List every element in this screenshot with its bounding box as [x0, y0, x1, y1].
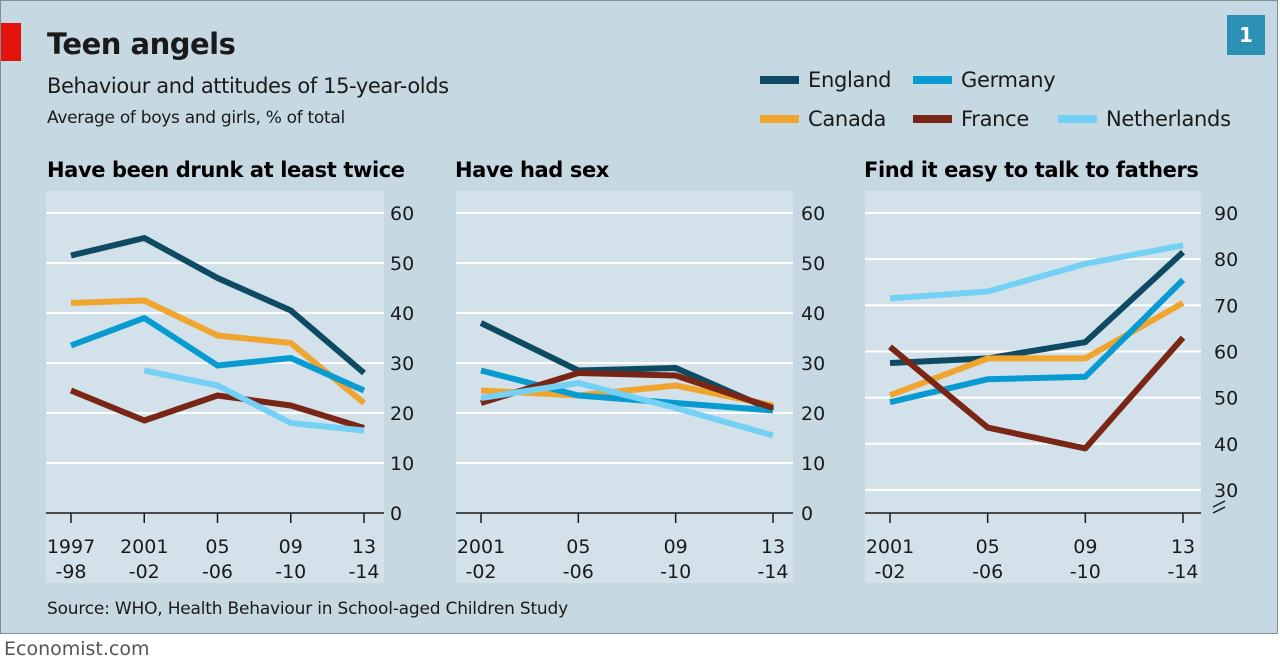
legend-swatch: [913, 115, 952, 123]
x-tick-label: 05: [205, 536, 229, 558]
chart-panel-have-had-sex: 0 10 20 30 40 50 60 2001 -02 05 -06 09 -10 13 -14 Have …: [455, 158, 825, 583]
y-tick-label: 40: [801, 303, 825, 325]
y-tick-label: 80: [1214, 249, 1238, 271]
x-tick-label: -02: [129, 561, 160, 583]
series-line-england: [889, 249, 1186, 366]
legend-item-germany: Germany: [913, 68, 1056, 92]
chart-title: Teen angels: [47, 27, 236, 61]
panel-title: Find it easy to talk to fathers: [864, 158, 1199, 182]
x-tick-label: 1997: [47, 536, 95, 558]
y-tick-label: 60: [801, 203, 825, 225]
legend-swatch: [760, 115, 799, 123]
x-tick-label: 2001: [866, 536, 914, 558]
legend-label: England: [808, 68, 892, 92]
x-tick-label: -10: [275, 561, 306, 583]
x-tick-label: -14: [1167, 561, 1198, 583]
chart-panel-find-it-easy-to-talk-to-fathers: 30 40 50 60 70 80 90 2001 -02 05 -06 09 -10 13 -14 Find…: [864, 158, 1238, 583]
red-accent-tag: [1, 23, 21, 61]
plot-background: [456, 191, 793, 583]
y-tick-label: 30: [1214, 480, 1238, 502]
brand-label: Economist.com: [4, 638, 150, 660]
source-note: Source: WHO, Health Behaviour in School-…: [47, 599, 568, 619]
series-line-germany: [480, 367, 774, 414]
x-tick-label: 09: [279, 536, 303, 558]
chart-number-badge: 1: [1227, 15, 1265, 55]
legend-label: Canada: [808, 107, 887, 131]
x-tick-label: -10: [1070, 561, 1101, 583]
legend-swatch: [760, 76, 799, 84]
chart-panel-have-been-drunk-at-least-twice: 0 10 20 30 40 50 60 1997 -98 2001 -02 05 -06 09 -10 13 -…: [46, 158, 414, 583]
series-line-netherlands: [480, 380, 774, 439]
y-tick-label: 40: [1214, 434, 1238, 456]
y-tick-label: 50: [1214, 388, 1238, 410]
series-line-canada: [70, 297, 366, 406]
panel-title: Have been drunk at least twice: [47, 158, 405, 182]
x-tick-label: 13: [761, 536, 785, 558]
unit-note: Average of boys and girls, % of total: [47, 108, 345, 128]
series-line-france: [888, 335, 1186, 452]
legend-label: Netherlands: [1106, 107, 1231, 131]
y-tick-label: 10: [390, 453, 414, 475]
x-tick-label: -06: [202, 561, 233, 583]
y-tick-label: 30: [390, 353, 414, 375]
y-tick-label: 40: [390, 303, 414, 325]
axis-break-icon: [1212, 500, 1226, 514]
y-tick-label: 0: [390, 503, 402, 525]
y-tick-label: 0: [801, 503, 813, 525]
y-tick-label: 60: [1214, 341, 1238, 363]
series-line-netherlands: [889, 242, 1184, 302]
series-line-france: [69, 387, 365, 431]
y-tick-label: 60: [390, 203, 414, 225]
x-tick-label: -02: [874, 561, 905, 583]
y-tick-label: 20: [390, 403, 414, 425]
panel-title: Have had sex: [455, 158, 610, 182]
y-tick-label: 30: [801, 353, 825, 375]
x-tick-label: -06: [972, 561, 1003, 583]
y-tick-label: 90: [1214, 203, 1238, 225]
legend-item-netherlands: Netherlands: [1058, 107, 1231, 131]
x-tick-label: 05: [566, 536, 590, 558]
legend-label: France: [961, 107, 1030, 131]
x-tick-label: -14: [757, 561, 788, 583]
x-tick-label: 05: [976, 536, 1000, 558]
legend-item-canada: Canada: [760, 107, 886, 131]
series-line-england: [70, 235, 366, 376]
x-tick-label: 13: [1171, 536, 1195, 558]
y-tick-label: 70: [1214, 295, 1238, 317]
legend-item-england: England: [760, 68, 891, 92]
series-line-netherlands: [143, 367, 365, 434]
chart-frame: Teen angels Behaviour and attitudes of 1…: [0, 0, 1278, 634]
x-tick-label: -14: [348, 561, 379, 583]
x-tick-label: 2001: [120, 536, 168, 558]
plot-background: [865, 191, 1201, 583]
series-line-germany: [69, 315, 366, 394]
x-tick-label: -06: [563, 561, 594, 583]
legend-item-france: France: [913, 107, 1029, 131]
x-tick-label: -02: [465, 561, 496, 583]
legend-swatch: [913, 76, 952, 84]
y-tick-label: 50: [801, 253, 825, 275]
x-tick-label: 13: [352, 536, 376, 558]
y-tick-label: 10: [801, 453, 825, 475]
chart-subtitle: Behaviour and attitudes of 15-year-olds: [47, 74, 449, 98]
x-tick-label: 2001: [457, 536, 505, 558]
legend-label: Germany: [961, 68, 1056, 92]
chart-plots: 0 10 20 30 40 50 60 1997 -98 2001 -02 05 -06 09 -10 13 -…: [46, 158, 1238, 583]
x-tick-label: 09: [664, 536, 688, 558]
y-tick-label: 20: [801, 403, 825, 425]
legend-swatch: [1058, 115, 1097, 123]
x-tick-label: 09: [1073, 536, 1097, 558]
x-tick-label: -98: [55, 561, 86, 583]
x-tick-label: -10: [660, 561, 691, 583]
y-tick-label: 50: [390, 253, 414, 275]
